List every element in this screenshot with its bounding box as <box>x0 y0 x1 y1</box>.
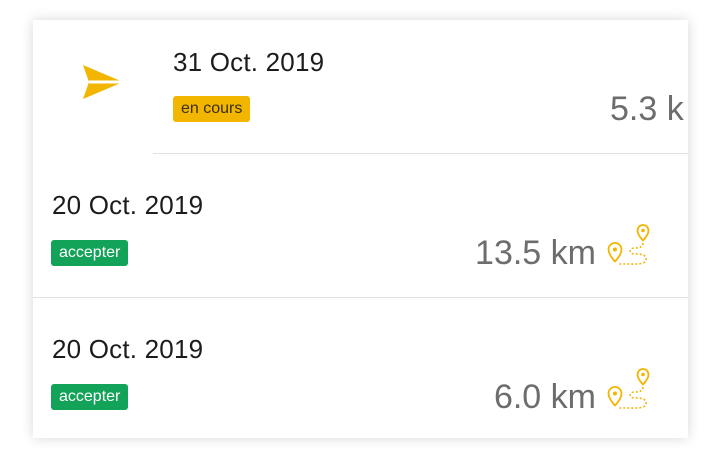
divider <box>33 297 688 298</box>
ride-history-list: 31 Oct. 2019 en cours 5.3 k 20 Oct. 2019… <box>33 20 688 438</box>
status-badge: en cours <box>173 96 251 122</box>
send-icon <box>83 65 123 99</box>
ride-item[interactable]: 20 Oct. 2019 accepter 6.0 km <box>33 298 688 438</box>
ride-distance: 5.3 k <box>610 90 684 128</box>
ride-distance: 6.0 km <box>493 378 596 416</box>
ride-date: 20 Oct. 2019 <box>52 334 204 364</box>
route-map-icon <box>607 224 650 265</box>
ride-date: 31 Oct. 2019 <box>173 47 325 77</box>
ride-item[interactable]: 20 Oct. 2019 accepter 13.5 km <box>33 154 688 298</box>
divider <box>153 153 688 154</box>
status-badge: accepter <box>51 384 129 410</box>
ride-distance: 13.5 km <box>475 234 596 272</box>
ride-item[interactable]: 31 Oct. 2019 en cours 5.3 k <box>33 20 688 154</box>
status-badge: accepter <box>51 240 129 266</box>
ride-date: 20 Oct. 2019 <box>52 190 204 220</box>
route-map-icon <box>607 368 650 409</box>
